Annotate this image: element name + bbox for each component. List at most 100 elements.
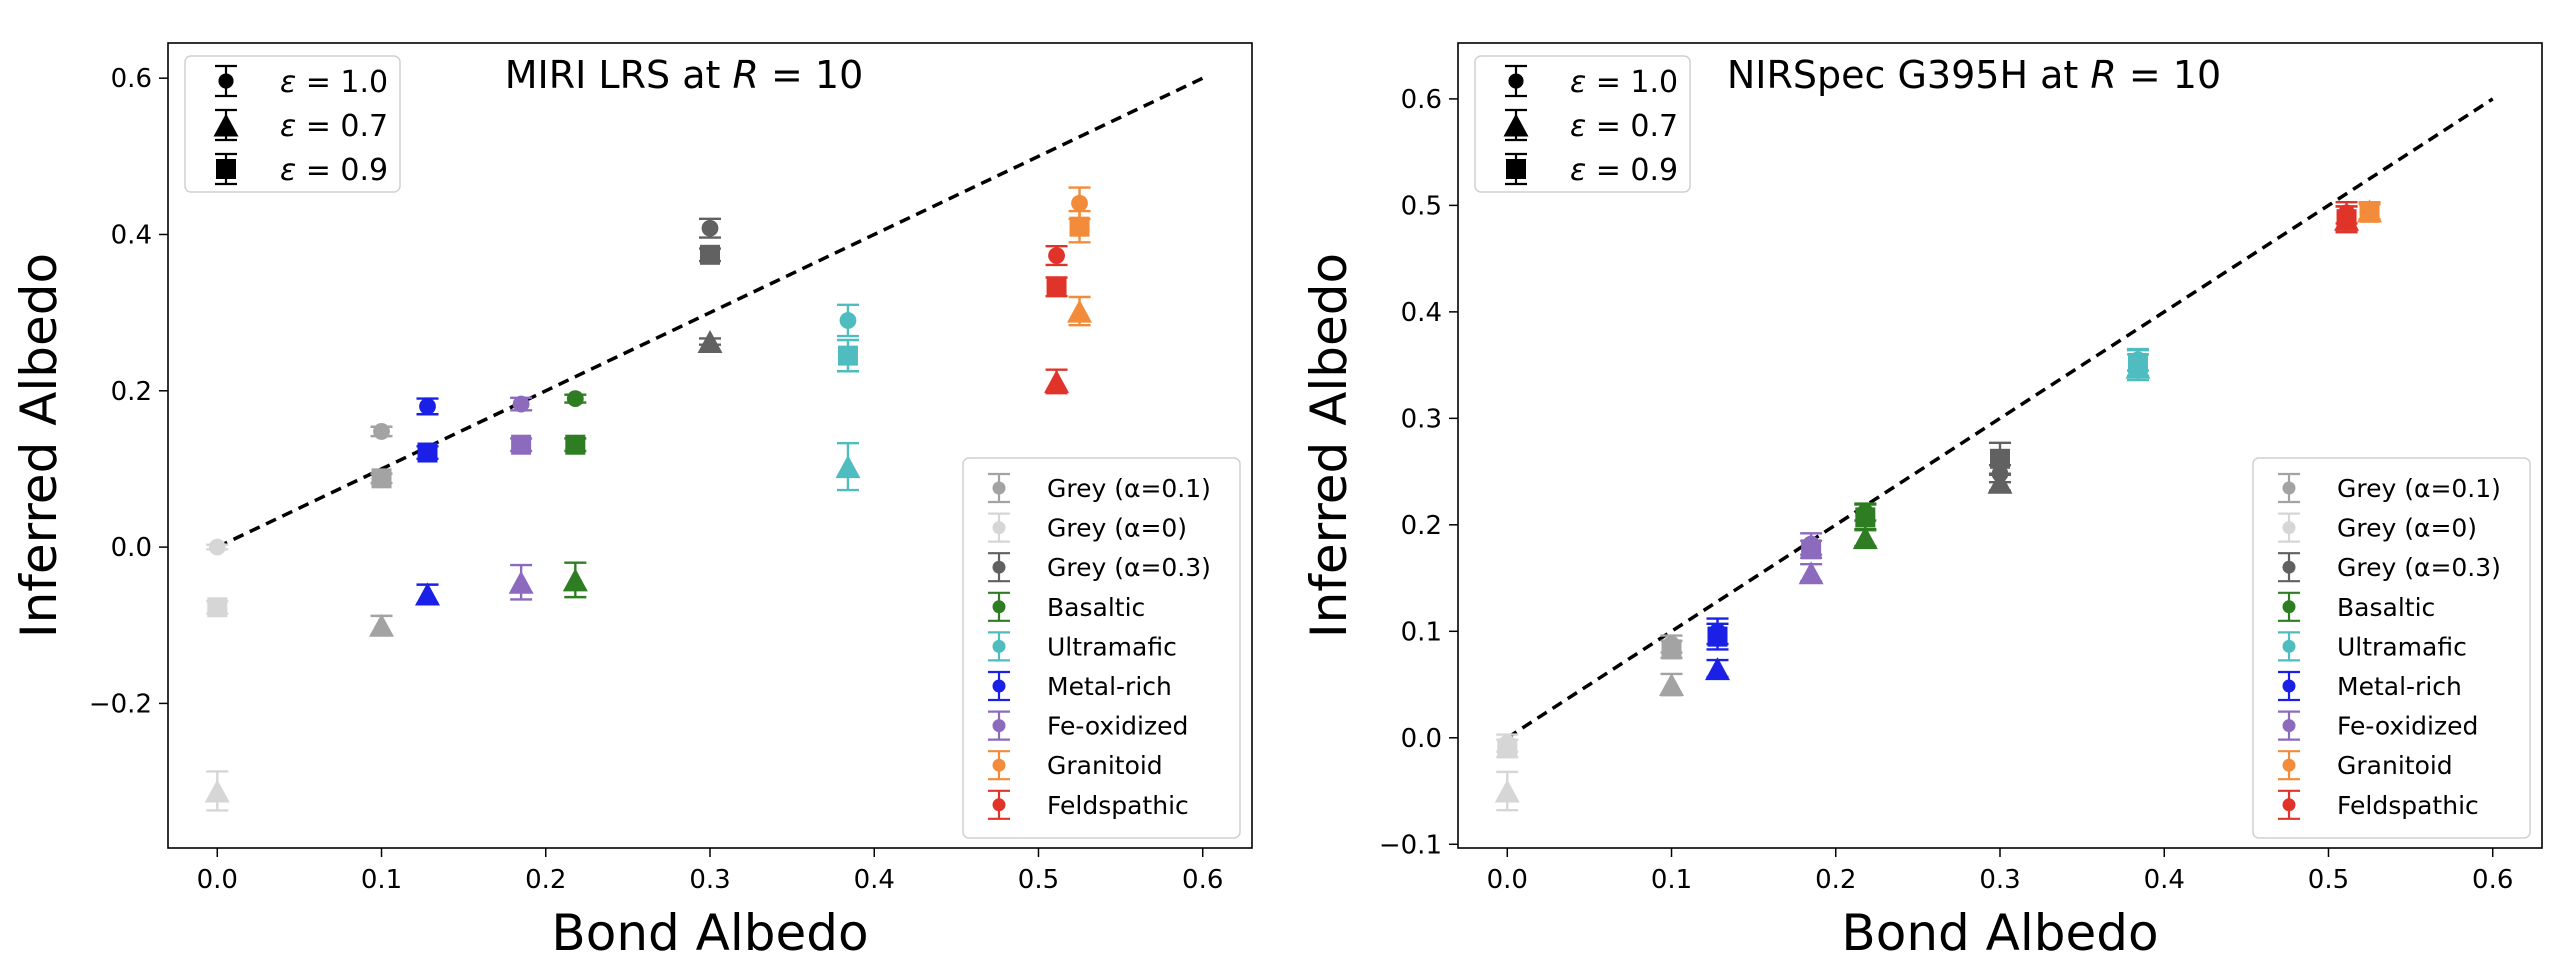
data-point-triangle [1852, 526, 1878, 550]
data-point-square [511, 434, 532, 455]
data-point-triangle [1067, 299, 1093, 323]
data-point-triangle [1044, 369, 1070, 393]
legend-marker-circle [1508, 73, 1524, 89]
chart-title-prefix: MIRI LRS at [505, 53, 733, 97]
series-legend-label: Fe-oxidized [1047, 712, 1188, 741]
legend-value: = 0.9 [296, 153, 388, 188]
x-tick-label: 0.0 [1487, 865, 1528, 895]
data-point-square [1069, 216, 1090, 237]
data-point-square [1707, 626, 1728, 647]
data-point-circle [208, 538, 226, 556]
legend-value: = 0.7 [296, 109, 388, 144]
x-axis-title: Bond Albedo [1841, 904, 2158, 960]
series-legend-label: Metal-rich [1047, 672, 1172, 701]
data-point-square [417, 442, 438, 463]
x-tick-label: 0.4 [854, 865, 895, 895]
legend-marker-circle [2282, 798, 2296, 812]
data-point-square [207, 597, 228, 618]
legend-value: = 0.9 [1586, 153, 1678, 188]
chart-title-variable: R [732, 53, 758, 97]
legend-marker-circle [2282, 719, 2296, 733]
data-point-triangle [508, 570, 534, 594]
legend-marker-triangle [1503, 113, 1529, 137]
data-point-square [2127, 352, 2148, 373]
legend-marker-circle [2282, 560, 2296, 574]
y-tick-label: 0.6 [111, 64, 152, 94]
x-tick-label: 0.3 [689, 865, 730, 895]
legend-marker-circle [992, 560, 1006, 574]
legend-marker-circle [2282, 679, 2296, 693]
data-point-square [837, 345, 858, 366]
data-point-circle [839, 312, 857, 329]
data-point-circle [566, 390, 584, 408]
legend-symbol: ε [1570, 153, 1586, 188]
data-point-triangle [1798, 561, 1824, 585]
series-ultramafic [835, 303, 861, 492]
x-tick-label: 0.2 [1815, 865, 1856, 895]
series-granitoid [2357, 199, 2383, 223]
series-legend-label: Feldspathic [1047, 791, 1189, 820]
x-tick-label: 0.6 [2472, 865, 2513, 895]
legend-marker-circle [992, 600, 1006, 614]
legend-label: ε = 0.7 [1570, 109, 1678, 144]
series-legend: Grey (α=0.1) Grey (α=0) Grey (α=0.3) Basalt… [2252, 457, 2531, 839]
legend-symbol: ε [280, 153, 296, 188]
series-metal-rich [415, 397, 441, 606]
chart-title-variable: R [2090, 53, 2116, 97]
data-point-circle [1048, 247, 1065, 264]
legend-marker-circle [218, 73, 234, 89]
legend-label: ε = 1.0 [1570, 65, 1678, 100]
series-grey-0-1- [369, 423, 395, 637]
x-tick-label: 0.1 [1651, 865, 1692, 895]
series-legend-label: Fe-oxidized [2337, 712, 2478, 741]
x-tick-label: 0.4 [2144, 865, 2185, 895]
series-basaltic [1852, 502, 1878, 550]
y-tick-label: 0.5 [1401, 191, 1442, 221]
x-tick-label: 0.5 [1018, 865, 1059, 895]
data-point-triangle [562, 568, 588, 592]
legend-value: = 0.7 [1586, 109, 1678, 144]
series-legend-label: Feldspathic [2337, 791, 2479, 820]
data-point-square [1990, 448, 2010, 469]
series-legend-label: Metal-rich [2337, 672, 2462, 701]
marker-legend: ε = 1.0ε = 0.7ε = 0.9 [184, 55, 401, 193]
x-tick-label: 0.5 [2308, 865, 2349, 895]
series-legend-label: Basaltic [2337, 593, 2435, 622]
y-tick-label: 0.1 [1401, 617, 1442, 647]
chart-title-suffix: = 10 [759, 53, 863, 97]
data-point-triangle [1705, 657, 1731, 681]
legend-marker-circle [992, 481, 1006, 495]
series-ultramafic [2125, 347, 2151, 382]
legend-symbol: ε [1570, 65, 1586, 100]
data-point-square [1497, 738, 1518, 759]
data-point-square [1855, 507, 1876, 528]
x-tick-label: 0.6 [1182, 865, 1223, 895]
series-legend-label: Ultramafic [1047, 632, 1177, 661]
series-legend-label: Granitoid [1047, 751, 1163, 780]
chart-title-prefix: NIRSpec G395H at [1727, 53, 2091, 97]
data-point-triangle [415, 582, 441, 606]
data-point-triangle [835, 455, 861, 479]
legend-marker-circle [992, 679, 1006, 693]
legend-marker-circle [992, 719, 1006, 733]
series-feldspathic [1044, 245, 1070, 395]
chart-title: MIRI LRS at R = 10 [505, 53, 864, 97]
x-tick-label: 0.0 [197, 865, 238, 895]
legend-label: ε = 0.9 [280, 153, 388, 188]
data-point-circle [1071, 194, 1088, 212]
series-grey-0-3- [697, 217, 723, 354]
data-point-triangle [369, 613, 395, 637]
x-tick-label: 0.2 [525, 865, 566, 895]
y-axis-title: Inferred Albedo [10, 253, 68, 638]
data-point-circle [701, 219, 719, 237]
series-feldspathic [2334, 200, 2360, 234]
y-tick-label: −0.1 [1379, 830, 1442, 860]
data-point-square [2359, 202, 2380, 223]
legend-marker-circle [992, 798, 1006, 812]
data-point-circle [512, 395, 530, 413]
y-tick-label: 0.4 [1401, 298, 1442, 328]
legend-marker-circle [2282, 639, 2296, 653]
series-fe-oxidized [1798, 532, 1824, 585]
chart-panel-1: 0.0 0.1 0.2 0.3 0.4 0.5 0.6 −0.2 0.0 0.2 0.4 0.6 Bon… [10, 42, 1253, 960]
